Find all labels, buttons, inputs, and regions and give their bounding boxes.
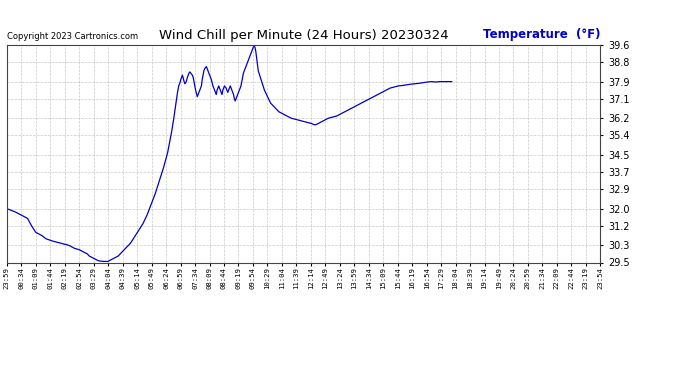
Title: Wind Chill per Minute (24 Hours) 20230324: Wind Chill per Minute (24 Hours) 2023032… (159, 30, 448, 42)
Text: Temperature  (°F): Temperature (°F) (483, 28, 600, 40)
Text: Copyright 2023 Cartronics.com: Copyright 2023 Cartronics.com (7, 32, 138, 40)
